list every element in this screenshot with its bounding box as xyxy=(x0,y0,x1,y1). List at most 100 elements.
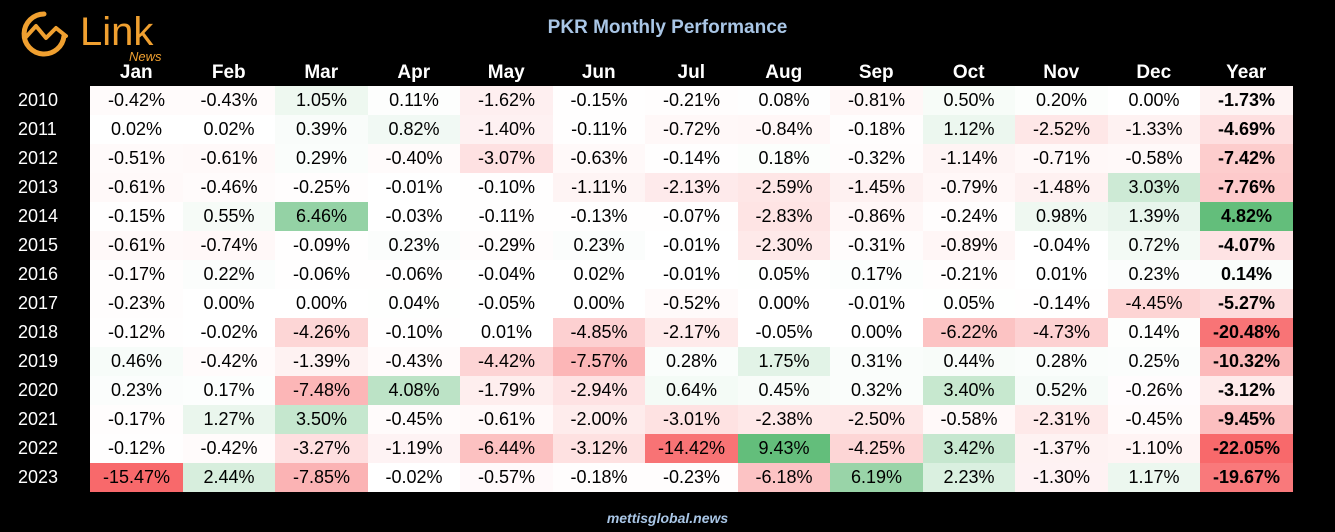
row-label-2013: 2013 xyxy=(18,177,59,197)
heatmap-cell-2013-oct: -0.79% xyxy=(922,173,1016,202)
column-header-jul: Jul xyxy=(677,62,705,83)
heatmap-cell-2019-jan: 0.46% xyxy=(90,347,183,376)
heatmap-cell-2013-sep: -1.45% xyxy=(830,173,923,202)
heatmap-cell-2017-year: -5.27% xyxy=(1200,289,1293,318)
heatmap-cell-2021-jul: -3.01% xyxy=(645,405,738,434)
heatmap-cell-2023-nov: -1.30% xyxy=(1015,463,1108,492)
heatmap-cell-2016-year: 0.14% xyxy=(1200,260,1293,289)
heatmap-cell-2013-year: -7.76% xyxy=(1200,173,1293,202)
heatmap-cell-2019-jul: 0.28% xyxy=(645,347,738,376)
heatmap-cell-2010-nov: 0.20% xyxy=(1015,86,1108,115)
heatmap-cell-2014-apr: -0.03% xyxy=(367,202,461,231)
heatmap-cell-2023-aug: -6.18% xyxy=(737,463,831,492)
heatmap-cell-2015-jan: -0.61% xyxy=(90,231,183,260)
column-header-apr: Apr xyxy=(397,62,431,83)
heatmap-cell-2023-may: -0.57% xyxy=(460,463,553,492)
heatmap-cell-2018-sep: 0.00% xyxy=(830,318,923,347)
heatmap-cell-2018-mar: -4.26% xyxy=(275,318,368,347)
heatmap-cell-2016-apr: -0.06% xyxy=(367,260,461,289)
heatmap-cell-2012-nov: -0.71% xyxy=(1015,144,1108,173)
heatmap-cell-2013-nov: -1.48% xyxy=(1015,173,1108,202)
heatmap-cell-2020-dec: -0.26% xyxy=(1107,376,1201,405)
column-header-may: May xyxy=(487,62,525,83)
heatmap-cell-2015-nov: -0.04% xyxy=(1015,231,1108,260)
heatmap-cell-2010-dec: 0.00% xyxy=(1107,86,1201,115)
heatmap-cell-2019-mar: -1.39% xyxy=(275,347,368,376)
heatmap-cell-2019-year: -10.32% xyxy=(1200,347,1293,376)
heatmap-cell-2016-aug: 0.05% xyxy=(737,260,831,289)
heatmap-cell-2015-jul: -0.01% xyxy=(645,231,738,260)
heatmap-cell-2022-jun: -3.12% xyxy=(552,434,646,463)
heatmap-cell-2012-apr: -0.40% xyxy=(367,144,461,173)
heatmap-cell-2018-dec: 0.14% xyxy=(1107,318,1201,347)
heatmap-cell-2023-feb: 2.44% xyxy=(182,463,276,492)
logo-text: Link xyxy=(80,10,154,54)
heatmap-cell-2022-aug: 9.43% xyxy=(737,434,831,463)
heatmap-cell-2017-jul: -0.52% xyxy=(645,289,738,318)
heatmap-cell-2012-year: -7.42% xyxy=(1200,144,1293,173)
heatmap-cell-2014-oct: -0.24% xyxy=(922,202,1016,231)
heatmap-cell-2018-oct: -6.22% xyxy=(922,318,1016,347)
heatmap-cell-2021-nov: -2.31% xyxy=(1015,405,1108,434)
heatmap-cell-2022-may: -6.44% xyxy=(460,434,553,463)
heatmap-cell-2021-jan: -0.17% xyxy=(90,405,183,434)
logo-subtext: News xyxy=(129,49,162,64)
heatmap-cell-2023-apr: -0.02% xyxy=(367,463,461,492)
heatmap-cell-2021-oct: -0.58% xyxy=(922,405,1016,434)
heatmap-cell-2022-jan: -0.12% xyxy=(90,434,183,463)
heatmap-cell-2014-jun: -0.13% xyxy=(552,202,646,231)
row-label-2011: 2011 xyxy=(18,119,57,139)
row-label-2019: 2019 xyxy=(18,351,59,371)
column-header-year: Year xyxy=(1226,62,1267,83)
column-header-jun: Jun xyxy=(581,62,616,83)
heatmap-cell-2016-sep: 0.17% xyxy=(830,260,923,289)
heatmap-cell-2011-sep: -0.18% xyxy=(830,115,923,144)
heatmap-cell-2022-sep: -4.25% xyxy=(830,434,923,463)
column-header-mar: Mar xyxy=(304,62,339,83)
heatmap-cell-2018-feb: -0.02% xyxy=(182,318,276,347)
heatmap-cell-2019-jun: -7.57% xyxy=(552,347,646,376)
heatmap-cell-2018-jan: -0.12% xyxy=(90,318,183,347)
heatmap-cell-2016-jun: 0.02% xyxy=(552,260,646,289)
row-label-2010: 2010 xyxy=(18,90,59,110)
heatmap-cell-2019-apr: -0.43% xyxy=(367,347,461,376)
heatmap-cell-2010-jun: -0.15% xyxy=(552,86,646,115)
heatmap-cell-2015-jun: 0.23% xyxy=(552,231,646,260)
heatmap-cell-2010-jul: -0.21% xyxy=(645,86,738,115)
heatmap-cell-2020-nov: 0.52% xyxy=(1015,376,1108,405)
heatmap-cell-2022-oct: 3.42% xyxy=(922,434,1016,463)
row-label-2017: 2017 xyxy=(18,293,59,313)
heatmap-cell-2012-jul: -0.14% xyxy=(645,144,738,173)
heatmap-cell-2020-sep: 0.32% xyxy=(830,376,923,405)
heatmap-cell-2015-apr: 0.23% xyxy=(367,231,461,260)
heatmap-cell-2021-apr: -0.45% xyxy=(367,405,461,434)
heatmap-cell-2023-dec: 1.17% xyxy=(1107,463,1201,492)
heatmap-cell-2021-jun: -2.00% xyxy=(552,405,646,434)
heatmap-cell-2022-dec: -1.10% xyxy=(1107,434,1201,463)
chart-title: PKR Monthly Performance xyxy=(547,17,788,38)
heatmap-cell-2010-aug: 0.08% xyxy=(737,86,831,115)
row-label-2018: 2018 xyxy=(18,322,59,342)
heatmap-cell-2011-apr: 0.82% xyxy=(367,115,461,144)
heatmap-cell-2020-feb: 0.17% xyxy=(182,376,276,405)
heatmap-cell-2014-aug: -2.83% xyxy=(737,202,831,231)
heatmap-cell-2020-jun: -2.94% xyxy=(552,376,646,405)
heatmap-cell-2011-nov: -2.52% xyxy=(1015,115,1108,144)
heatmap-cell-2012-dec: -0.58% xyxy=(1107,144,1201,173)
heatmap-cell-2023-sep: 6.19% xyxy=(830,463,923,492)
heatmap-cell-2019-sep: 0.31% xyxy=(830,347,923,376)
heatmap-cell-2014-dec: 1.39% xyxy=(1107,202,1201,231)
heatmap-cell-2018-apr: -0.10% xyxy=(367,318,461,347)
heatmap-cell-2019-may: -4.42% xyxy=(460,347,553,376)
column-header-sep: Sep xyxy=(858,62,894,83)
row-label-2016: 2016 xyxy=(18,264,59,284)
heatmap-cell-2016-mar: -0.06% xyxy=(275,260,368,289)
heatmap-cell-2015-feb: -0.74% xyxy=(182,231,276,260)
heatmap-cell-2018-jul: -2.17% xyxy=(645,318,738,347)
heatmap-cell-2021-dec: -0.45% xyxy=(1107,405,1201,434)
heatmap-cell-2012-jun: -0.63% xyxy=(552,144,646,173)
column-header-dec: Dec xyxy=(1136,62,1172,83)
heatmap-cell-2012-mar: 0.29% xyxy=(275,144,368,173)
heatmap-cell-2012-feb: -0.61% xyxy=(182,144,276,173)
heatmap-cell-2016-oct: -0.21% xyxy=(922,260,1016,289)
